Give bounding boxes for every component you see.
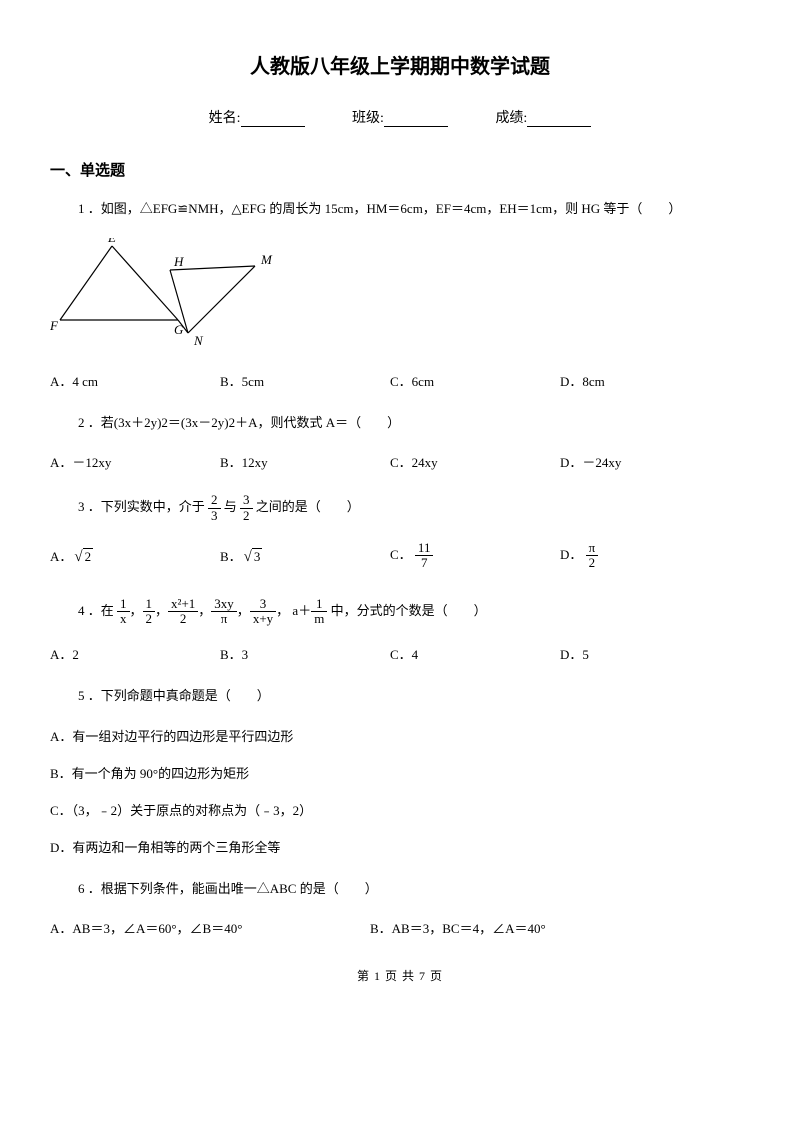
q6-options: A．AB＝3，∠A＝60°，∠B＝40° B．AB＝3，BC＝4，∠A＝40° <box>50 918 750 937</box>
q1-opt-d: D．8cm <box>560 371 730 390</box>
q3-suffix: 之间的是（ ） <box>256 499 360 514</box>
q3-d-prefix: D． <box>560 547 582 562</box>
q4-frac: 12 <box>143 597 156 627</box>
svg-text:N: N <box>193 333 204 348</box>
q3-b-val: 3 <box>252 548 263 564</box>
q1-options: A．4 cm B．5cm C．6cm D．8cm <box>50 371 750 390</box>
q4-opt-d: D．5 <box>560 644 730 663</box>
q3-c-prefix: C． <box>390 547 412 562</box>
q2-opt-d: D．－24xy <box>560 452 730 471</box>
q3-b-prefix: B． <box>220 549 242 564</box>
q3-c-num: 11 <box>415 541 434 556</box>
svg-text:E: E <box>107 238 116 245</box>
q3-opt-a: A． 2 <box>50 546 220 566</box>
q2-options: A．－12xy B．12xy C．24xy D．－24xy <box>50 452 750 471</box>
q3-opt-b: B． 3 <box>220 546 390 566</box>
q3-opt-d: D． π 2 <box>560 541 730 571</box>
q3-frac2: 3 2 <box>240 493 253 523</box>
q3-d-frac: π 2 <box>586 541 599 571</box>
q4-lastplus: a＋ <box>292 603 311 618</box>
q3-opt-c: C． 11 7 <box>390 541 560 571</box>
class-field: 班级: <box>352 107 448 127</box>
q3-text: 3 ．下列实数中，介于 2 3 与 3 2 之间的是（ ） <box>78 493 750 523</box>
name-blank <box>241 126 305 127</box>
q5-text: 5 ．下列命题中真命题是（ ） <box>78 685 750 707</box>
q5-opt-a: A．有一组对边平行的四边形是平行四边形 <box>50 726 750 745</box>
q3-prefix: 3 ．下列实数中，介于 <box>78 499 205 514</box>
q6-opt-b: B．AB＝3，BC＝4，∠A＝40° <box>370 918 690 937</box>
svg-text:F: F <box>50 318 59 333</box>
q4-expr: 1x，12，x²+12，3xyπ，3x+y， <box>117 603 289 618</box>
q1-text: 1 ．如图，△EFG≌NMH，△EFG 的周长为 15cm，HM＝6cm，EF＝… <box>78 198 750 220</box>
q6-text: 6 ．根据下列条件，能画出唯一△ABC 的是（ ） <box>78 878 750 900</box>
q3-options: A． 2 B． 3 C． 11 7 D． π 2 <box>50 541 750 571</box>
q3-d-num: π <box>586 541 599 556</box>
q2-opt-a: A．－12xy <box>50 452 220 471</box>
q4-prefix: 4 ．在 <box>78 603 114 618</box>
q3-frac1-num: 2 <box>208 493 221 508</box>
q1-svg: E H M F GN <box>50 238 280 348</box>
q5-options: A．有一组对边平行的四边形是平行四边形 B．有一个角为 90°的四边形为矩形 C… <box>50 726 750 856</box>
name-field: 姓名: <box>209 107 305 127</box>
svg-text:M: M <box>260 252 273 267</box>
q5-opt-c: C．（3，﹣2）关于原点的对称点为（﹣3，2） <box>50 800 750 819</box>
q4-lastfrac: 1 m <box>311 597 327 627</box>
q4-last-num: 1 <box>311 597 327 612</box>
q4-frac: x²+12 <box>168 597 198 627</box>
q4-suffix: 中，分式的个数是（ ） <box>331 603 487 618</box>
q3-frac1: 2 3 <box>208 493 221 523</box>
q4-opt-c: C．4 <box>390 644 560 663</box>
page-footer: 第 1 页 共 7 页 <box>50 967 750 984</box>
q4-opt-a: A．2 <box>50 644 220 663</box>
q2-text: 2 ．若(3x＋2y)2＝(3x－2y)2＋A，则代数式 A＝（ ） <box>78 412 750 434</box>
q2-opt-b: B．12xy <box>220 452 390 471</box>
q1-figure: E H M F GN <box>50 238 750 353</box>
q1-opt-b: B．5cm <box>220 371 390 390</box>
q5-opt-b: B．有一个角为 90°的四边形为矩形 <box>50 763 750 782</box>
info-row: 姓名: 班级: 成绩: <box>50 107 750 127</box>
q4-last-den: m <box>311 612 327 626</box>
q3-frac1-den: 3 <box>208 509 221 523</box>
q4-opt-b: B．3 <box>220 644 390 663</box>
q3-d-den: 2 <box>586 556 599 570</box>
q4-text: 4 ．在 1x，12，x²+12，3xyπ，3x+y， a＋ 1 m 中，分式的… <box>78 597 750 627</box>
q1-opt-a: A．4 cm <box>50 371 220 390</box>
name-label: 姓名: <box>209 111 241 126</box>
q3-mid: 与 <box>224 499 237 514</box>
q3-c-frac: 11 7 <box>415 541 434 571</box>
q3-a-prefix: A． <box>50 549 72 564</box>
svg-text:G: G <box>174 322 184 337</box>
svg-text:H: H <box>173 254 184 269</box>
score-field: 成绩: <box>495 107 591 127</box>
q3-a-sqrt: 2 <box>72 549 93 566</box>
q6-opt-a: A．AB＝3，∠A＝60°，∠B＝40° <box>50 918 370 937</box>
q1-opt-c: C．6cm <box>390 371 560 390</box>
q3-frac2-num: 3 <box>240 493 253 508</box>
q3-b-sqrt: 3 <box>242 549 263 566</box>
q3-frac2-den: 2 <box>240 509 253 523</box>
section-1-header: 一、单选题 <box>50 159 750 180</box>
q4-frac: 1x <box>117 597 130 627</box>
q3-a-val: 2 <box>83 548 94 564</box>
score-blank <box>527 126 591 127</box>
q5-opt-d: D．有两边和一角相等的两个三角形全等 <box>50 837 750 856</box>
q4-frac: 3xyπ <box>211 597 237 627</box>
q3-c-den: 7 <box>415 556 434 570</box>
score-label: 成绩: <box>495 111 527 126</box>
class-label: 班级: <box>352 111 384 126</box>
exam-title: 人教版八年级上学期期中数学试题 <box>50 50 750 79</box>
q2-opt-c: C．24xy <box>390 452 560 471</box>
q4-frac: 3x+y <box>250 597 276 627</box>
q4-options: A．2 B．3 C．4 D．5 <box>50 644 750 663</box>
class-blank <box>384 126 448 127</box>
